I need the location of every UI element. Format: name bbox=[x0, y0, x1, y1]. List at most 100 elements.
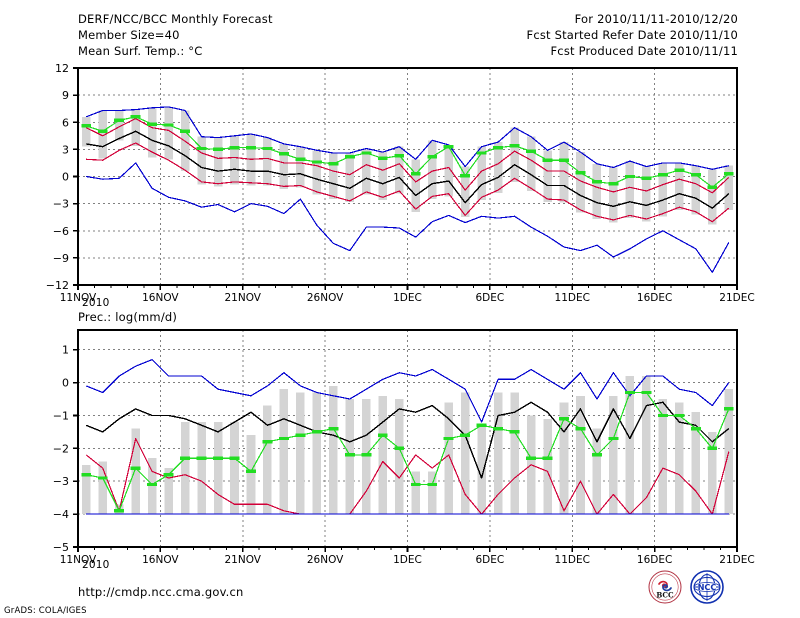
box-range-bar bbox=[131, 109, 140, 146]
y-tick-label: −9 bbox=[53, 252, 69, 265]
y-tick-label: 9 bbox=[62, 89, 69, 102]
box-range-bar bbox=[329, 385, 338, 515]
box-range-bar bbox=[213, 137, 223, 187]
series-line-upper-quartile bbox=[85, 117, 730, 194]
box-range-bar bbox=[444, 144, 453, 197]
x-tick-label: 21DEC bbox=[719, 554, 754, 566]
box-range-bar bbox=[675, 402, 684, 515]
forecast-period-label: For 2010/11/11-2010/12/20 bbox=[574, 12, 738, 26]
y-tick-label: 1 bbox=[62, 344, 69, 357]
box-range-bar bbox=[279, 143, 289, 190]
axis-year-top: 2010 bbox=[82, 297, 110, 309]
y-tick-label: −4 bbox=[53, 508, 69, 521]
box-range-bar bbox=[625, 376, 635, 515]
box-range-bar bbox=[362, 148, 371, 195]
y-tick-label: −5 bbox=[53, 541, 69, 554]
box-range-bar bbox=[460, 166, 470, 218]
forecast-produced-date-label: Fcst Produced Date 2010/11/11 bbox=[550, 44, 738, 58]
box-range-bar bbox=[312, 150, 322, 195]
bcc-logo-graphic: BCC bbox=[648, 570, 682, 604]
x-tick-label: 16DEC bbox=[637, 292, 672, 304]
box-range-bar bbox=[411, 471, 421, 515]
box-range-bar bbox=[147, 107, 157, 158]
box-range-bar bbox=[510, 392, 519, 515]
box-range-bar bbox=[576, 395, 585, 515]
box-range-bar bbox=[493, 392, 503, 515]
box-range-bar bbox=[609, 395, 618, 515]
x-tick-label: 11DEC bbox=[555, 554, 590, 566]
box-range-bar bbox=[378, 152, 388, 201]
box-range-bar bbox=[345, 152, 355, 202]
series-line-lower-quartile bbox=[86, 142, 730, 223]
y-tick-label: −6 bbox=[53, 225, 69, 238]
y-tick-label: 12 bbox=[55, 62, 69, 75]
box-range-bar bbox=[460, 392, 470, 515]
box-range-bar bbox=[263, 137, 272, 186]
x-tick-label: 26NOV bbox=[307, 554, 344, 566]
box-range-bar bbox=[658, 162, 668, 217]
y-tick-label: 6 bbox=[62, 116, 69, 129]
page-title: DERF/NCC/BCC Monthly Forecast bbox=[78, 12, 273, 26]
y-tick-label: 0 bbox=[62, 171, 69, 184]
box-range-bar bbox=[658, 399, 668, 515]
box-range-bar bbox=[592, 163, 602, 219]
box-range-bar bbox=[114, 110, 124, 141]
box-range-bar bbox=[394, 399, 404, 515]
x-tick-label: 1DEC bbox=[393, 554, 422, 566]
box-range-bar bbox=[559, 402, 569, 515]
box-range-bar bbox=[642, 166, 651, 222]
grads-credit: GrADS: COLA/IGES bbox=[4, 606, 87, 616]
box-range-bar bbox=[444, 402, 453, 515]
box-range-bar bbox=[98, 461, 107, 515]
y-tick-label: −3 bbox=[53, 198, 69, 211]
box-range-bar bbox=[213, 422, 223, 515]
box-range-bar bbox=[691, 412, 701, 515]
box-range-bar bbox=[279, 389, 289, 515]
box-range-bar bbox=[230, 135, 239, 185]
box-range-bar bbox=[543, 150, 552, 202]
series-line-mean bbox=[85, 401, 730, 479]
box-range-bar bbox=[197, 136, 206, 185]
subtitle-bottom-chart: Prec.: log(mm/d) bbox=[78, 310, 178, 324]
x-tick-label: 1DEC bbox=[393, 292, 422, 304]
box-range-bar bbox=[427, 471, 437, 515]
series-line-max bbox=[85, 106, 729, 170]
series-line-min bbox=[86, 162, 730, 273]
box-range-bar bbox=[724, 165, 734, 210]
box-range-bar bbox=[296, 392, 305, 515]
box-range-bar bbox=[691, 165, 701, 215]
box-range-bar bbox=[81, 464, 91, 515]
box-range-bar bbox=[230, 422, 239, 515]
box-range-bar bbox=[642, 376, 651, 515]
box-range-bar bbox=[164, 468, 173, 515]
box-range-bar bbox=[394, 146, 404, 194]
bcc-logo: BCC bbox=[648, 570, 682, 604]
svg-text:NCC: NCC bbox=[698, 582, 717, 592]
box-range-bar bbox=[576, 152, 585, 213]
box-range-bar bbox=[625, 161, 635, 219]
y-tick-label: 3 bbox=[62, 143, 69, 156]
series-line-median bbox=[86, 116, 730, 188]
website-url[interactable]: http://cmdp.ncc.cma.gov.cn bbox=[78, 585, 244, 599]
x-tick-label: 21DEC bbox=[719, 292, 754, 304]
box-range-bar bbox=[411, 159, 421, 212]
x-tick-label: 16NOV bbox=[142, 292, 179, 304]
x-tick-label: 11DEC bbox=[555, 292, 590, 304]
box-range-bar bbox=[493, 142, 503, 193]
x-tick-label: 16DEC bbox=[637, 554, 672, 566]
x-tick-label: 21NOV bbox=[225, 554, 262, 566]
y-tick-label: −1 bbox=[53, 409, 69, 422]
box-range-bar bbox=[559, 142, 569, 203]
forecast-start-date-label: Fcst Started Refer Date 2010/11/10 bbox=[526, 28, 738, 42]
x-tick-label: 16NOV bbox=[142, 554, 179, 566]
member-size-label: Member Size=40 bbox=[78, 28, 180, 42]
variable-label-top: Mean Surf. Temp.: °C bbox=[78, 44, 203, 58]
box-range-bar bbox=[543, 418, 552, 515]
box-range-bar bbox=[98, 110, 107, 159]
box-range-bar bbox=[724, 389, 734, 515]
box-range-bar bbox=[675, 162, 684, 210]
x-tick-label: 26NOV bbox=[307, 292, 344, 304]
